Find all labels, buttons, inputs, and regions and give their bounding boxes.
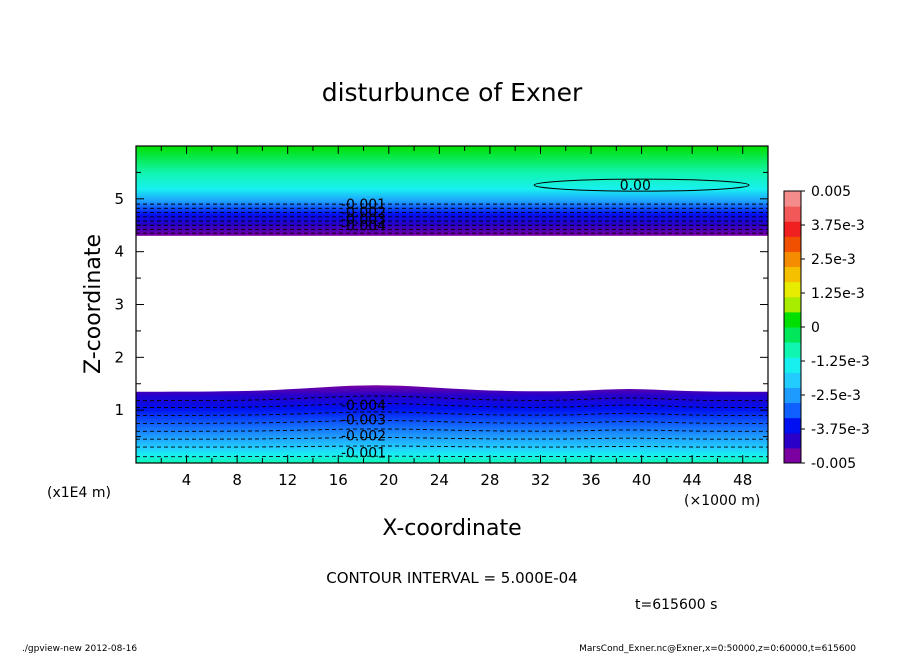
colorbar-label: -3.75e-3 — [811, 422, 870, 438]
contour-label: 0.00 — [620, 178, 651, 194]
colorbar-swatch — [784, 387, 801, 404]
colorbar-swatch — [784, 281, 801, 298]
colorbar-label: 3.75e-3 — [811, 218, 865, 234]
x-tick-label: 36 — [581, 471, 600, 489]
colorbar-label: -0.005 — [811, 456, 856, 472]
colorbar-swatch — [784, 327, 801, 343]
x-unit-label: (×1000 m) — [684, 493, 760, 509]
contour-label: -0.001 — [341, 445, 386, 461]
zero-contour — [533, 178, 750, 192]
colorbar-swatch — [784, 221, 801, 237]
colorbar-label: -2.5e-3 — [811, 388, 861, 404]
colorbar-label: 2.5e-3 — [811, 252, 856, 268]
colorbar-swatch — [784, 447, 801, 464]
colorbar-swatch — [784, 372, 801, 388]
contour-line — [136, 437, 768, 440]
y-unit-label: (x1E4 m) — [47, 485, 111, 501]
colorbar-swatch — [784, 251, 801, 268]
colorbar-label: -1.25e-3 — [811, 354, 870, 370]
colorbar-swatch — [784, 432, 801, 449]
x-tick-label: 32 — [531, 471, 550, 489]
contour-label: -0.003 — [341, 413, 386, 429]
x-tick-label: 16 — [329, 471, 348, 489]
contour-line — [136, 445, 768, 448]
footer-left-text: ./gpview-new 2012-08-16 — [22, 644, 137, 654]
colorbar-swatch — [784, 357, 801, 373]
lower-region-fill — [136, 385, 768, 463]
contour-line — [136, 395, 768, 402]
contour-line — [136, 402, 768, 408]
contour-label: -0.004 — [341, 398, 386, 414]
contour-label: -0.003 — [341, 212, 386, 228]
contour-line — [136, 419, 768, 424]
colorbar-label: 0.005 — [811, 184, 851, 200]
x-tick-label: 48 — [733, 471, 752, 489]
contour-line — [136, 455, 768, 458]
colorbar-swatch — [784, 402, 801, 419]
colorbar-label: 1.25e-3 — [811, 286, 865, 302]
y-tick-label: 2 — [114, 348, 124, 366]
plot-area: 0.00-0.001-0.002-0.003-0.004-0.004-0.003… — [135, 145, 769, 464]
time-text: t=615600 s — [635, 597, 717, 613]
x-tick-label: 20 — [379, 471, 398, 489]
x-tick-label: 28 — [480, 471, 499, 489]
colorbar-swatch — [784, 266, 801, 283]
x-tick-label: 24 — [430, 471, 449, 489]
contour-label: -0.001 — [341, 197, 386, 213]
colorbar-swatch — [784, 311, 801, 328]
colorbar-swatch — [784, 206, 801, 222]
colorbar-swatch — [784, 296, 801, 313]
x-tick-label: 4 — [182, 471, 192, 489]
y-tick-label: 1 — [114, 401, 124, 419]
colorbar — [783, 190, 802, 464]
chart-title: disturbunce of Exner — [322, 78, 583, 107]
y-tick-label: 4 — [114, 243, 124, 261]
x-tick-label: 12 — [278, 471, 297, 489]
colorbar-label: 0 — [811, 320, 820, 336]
colorbar-swatch — [784, 417, 801, 434]
contour-interval-text: CONTOUR INTERVAL = 5.000E-04 — [326, 569, 577, 587]
x-tick-label: 44 — [683, 471, 702, 489]
footer-right-text: MarsCond_Exner.nc@Exner,x=0:50000,z=0:60… — [579, 644, 856, 654]
x-axis-label: X-coordinate — [382, 516, 521, 541]
contour-label: -0.002 — [341, 429, 386, 445]
colorbar-swatch — [784, 236, 801, 252]
y-tick-label: 3 — [114, 296, 124, 314]
colorbar-swatch — [784, 342, 801, 358]
colorbar-swatch — [784, 191, 801, 207]
contour-label: -0.002 — [341, 205, 386, 221]
contour-label: -0.004 — [341, 218, 386, 234]
x-tick-label: 40 — [632, 471, 651, 489]
y-tick-label: 5 — [114, 190, 124, 208]
x-tick-label: 8 — [232, 471, 242, 489]
contour-line — [136, 428, 768, 432]
contour-line — [136, 411, 768, 416]
y-axis-label: Z-coordinate — [81, 234, 106, 374]
